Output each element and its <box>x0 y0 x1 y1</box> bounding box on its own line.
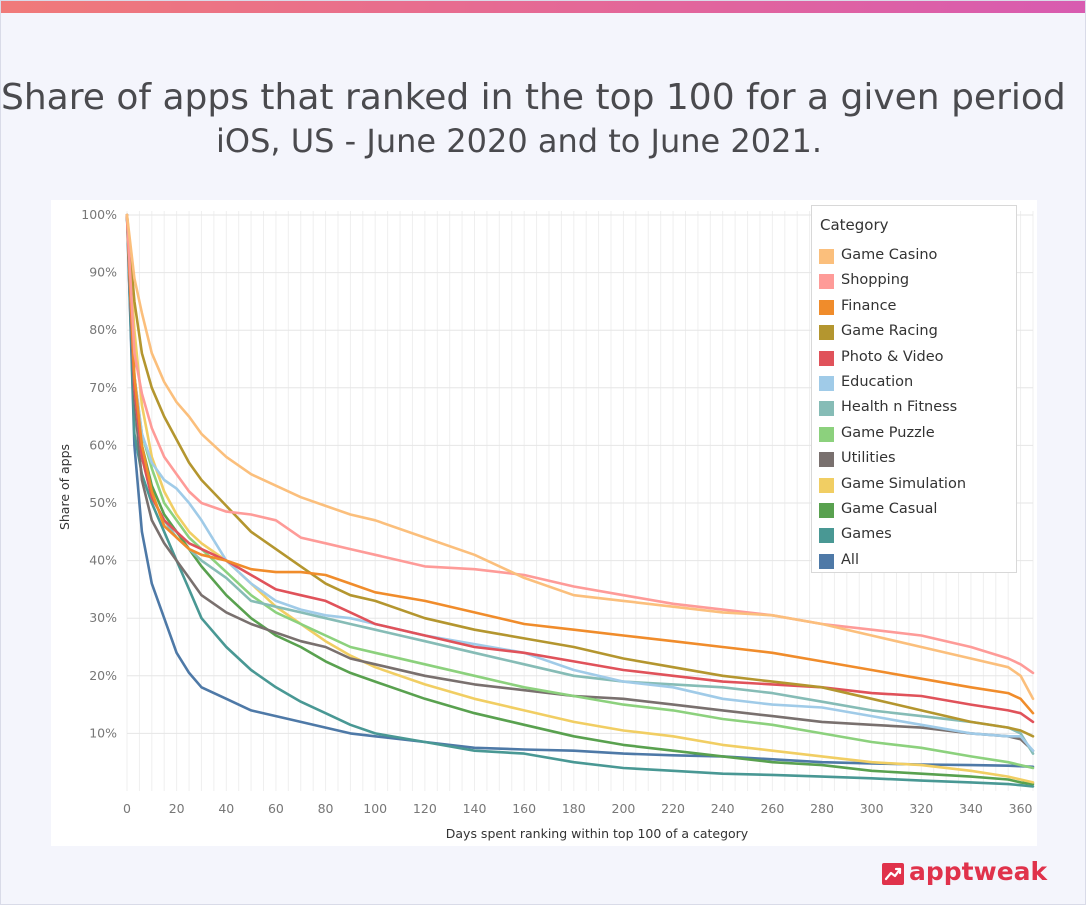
legend-item-game-simulation[interactable]: Game Simulation <box>817 476 1013 496</box>
legend-label: Game Casual <box>841 501 938 517</box>
legend-item-health-n-fitness[interactable]: Health n Fitness <box>817 399 1013 419</box>
legend-item-game-casual[interactable]: Game Casual <box>817 501 1013 521</box>
legend-swatch <box>819 325 834 341</box>
subtitle-text: iOS, US - June 2020 and to June 2021. <box>216 122 822 160</box>
page-title: Share of apps that ranked in the top 100… <box>1 77 1066 118</box>
legend-label: Health n Fitness <box>841 399 958 416</box>
legend-label: Utilities <box>841 450 896 467</box>
legend-item-game-racing[interactable]: Game Racing <box>817 323 1013 343</box>
legend-swatch <box>819 401 834 417</box>
legend-item-games[interactable]: Games <box>817 526 1013 546</box>
legend-swatch <box>819 249 834 264</box>
legend-title: Category <box>820 216 889 234</box>
legend-label: Photo & Video <box>841 348 944 365</box>
legend-item-finance[interactable]: Finance <box>817 298 1013 318</box>
brand-logo: apptweak <box>882 857 1052 891</box>
legend-label: Finance <box>841 297 897 314</box>
legend-item-all[interactable]: All <box>817 552 1013 572</box>
legend-item-education[interactable]: Education <box>817 374 1013 394</box>
legend-swatch <box>819 477 834 493</box>
legend-swatch <box>819 553 834 569</box>
legend-item-photo-video[interactable]: Photo & Video <box>817 349 1013 369</box>
legend-swatch <box>819 350 834 366</box>
legend-swatch <box>819 452 834 468</box>
legend-item-shopping[interactable]: Shopping <box>817 272 1013 292</box>
legend-item-utilities[interactable]: Utilities <box>817 450 1013 470</box>
legend-item-game-casino[interactable]: Game Casino <box>817 247 1013 267</box>
legend-label: Shopping <box>841 272 910 289</box>
legend-item-game-puzzle[interactable]: Game Puzzle <box>817 425 1013 445</box>
legend-label: Games <box>841 526 892 543</box>
legend-swatch <box>819 376 834 391</box>
chart-legend: Category Game Casino Shopping Finance Game … <box>811 205 1017 573</box>
brand-name: apptweak <box>909 857 1048 886</box>
legend-label: Game Puzzle <box>841 424 935 441</box>
legend-swatch <box>819 426 834 442</box>
legend-label: All <box>841 551 859 568</box>
legend-swatch <box>819 299 834 315</box>
legend-swatch <box>819 503 834 518</box>
legend-label: Game Casino <box>841 247 938 263</box>
legend-label: Game Racing <box>841 323 938 340</box>
top-accent-bar <box>1 1 1085 13</box>
legend-label: Game Simulation <box>841 475 967 492</box>
legend-swatch <box>819 274 834 290</box>
chart-trend-icon <box>882 863 904 885</box>
legend-swatch <box>819 528 834 544</box>
page-subtitle: iOS, US - June 2020 and to June 2021. <box>1 122 1037 160</box>
legend-label: Education <box>841 374 914 390</box>
